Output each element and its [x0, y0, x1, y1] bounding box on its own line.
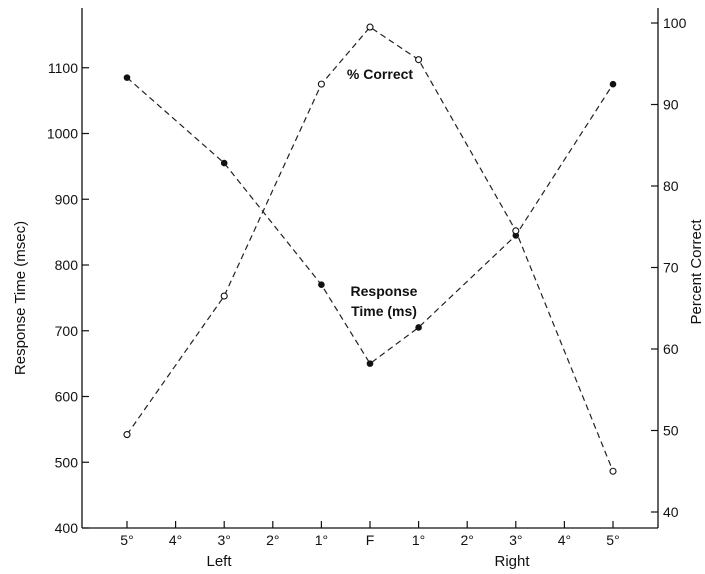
right-tick-label: 60 — [663, 341, 679, 357]
left-tick-label: 700 — [55, 323, 79, 339]
left-tick-label: 500 — [55, 454, 79, 470]
response-time-annotation-line2: Time (ms) — [351, 303, 417, 319]
right-axis-title: Percent Correct — [688, 219, 705, 325]
percent-correct-point — [512, 227, 520, 235]
percent-correct-point — [317, 80, 325, 88]
x-tick-label: 2° — [461, 532, 474, 548]
left-tick-label: 400 — [55, 520, 79, 536]
x-group-label-left: Left — [206, 553, 232, 570]
percent-correct-point — [415, 56, 423, 64]
x-tick-label: 4° — [169, 532, 182, 548]
left-y-axis: 400 500 600 700 800 900 1000 1100 — [47, 8, 89, 536]
response-time-point — [220, 159, 228, 167]
percent-correct-point — [366, 23, 374, 31]
x-tick-label: 2° — [266, 532, 279, 548]
left-tick-label: 800 — [55, 257, 79, 273]
pct-correct-annotation: % Correct — [347, 66, 413, 82]
x-tick-label: 3° — [218, 532, 231, 548]
percent-correct-point — [220, 292, 228, 300]
x-tick-label: 1° — [412, 532, 425, 548]
right-tick-label: 50 — [663, 423, 679, 439]
response-time-point — [609, 80, 617, 88]
percent-correct-line — [126, 26, 614, 472]
response-time-point — [123, 74, 131, 81]
left-tick-label: 600 — [55, 389, 79, 405]
response-time-line — [126, 77, 614, 365]
x-tick-label: 5° — [606, 532, 619, 548]
right-tick-label: 80 — [663, 178, 679, 194]
percent-correct-point — [609, 467, 617, 475]
left-axis-title: Response Time (msec) — [12, 221, 29, 375]
x-group-label-right: Right — [494, 553, 530, 570]
right-y-axis: 40 50 60 70 80 90 100 — [651, 8, 687, 528]
right-tick-label: 90 — [663, 97, 679, 113]
left-tick-label: 900 — [55, 191, 79, 207]
right-tick-label: 40 — [663, 504, 679, 520]
x-tick-label: 3° — [509, 532, 522, 548]
response-time-point — [415, 324, 422, 331]
response-time-point — [318, 281, 325, 289]
percent-correct-point — [123, 431, 131, 439]
response-time-annotation-line1: Response — [351, 283, 418, 299]
right-tick-label: 70 — [663, 260, 679, 276]
response-time-series — [123, 74, 617, 367]
percent-correct-series — [123, 23, 617, 475]
x-tick-label: 4° — [558, 532, 571, 548]
left-tick-label: 1000 — [47, 126, 78, 142]
response-time-point — [366, 360, 374, 367]
x-tick-label: 1° — [315, 532, 328, 548]
x-tick-label: 5° — [120, 532, 133, 548]
x-tick-label: F — [366, 532, 375, 548]
series-layer — [123, 23, 617, 475]
left-tick-label: 1100 — [48, 60, 78, 76]
right-tick-label: 100 — [663, 15, 687, 31]
x-axis: 5° 4° 3° 2° 1° F 1° 2° 3° 4° 5° — [82, 521, 658, 548]
